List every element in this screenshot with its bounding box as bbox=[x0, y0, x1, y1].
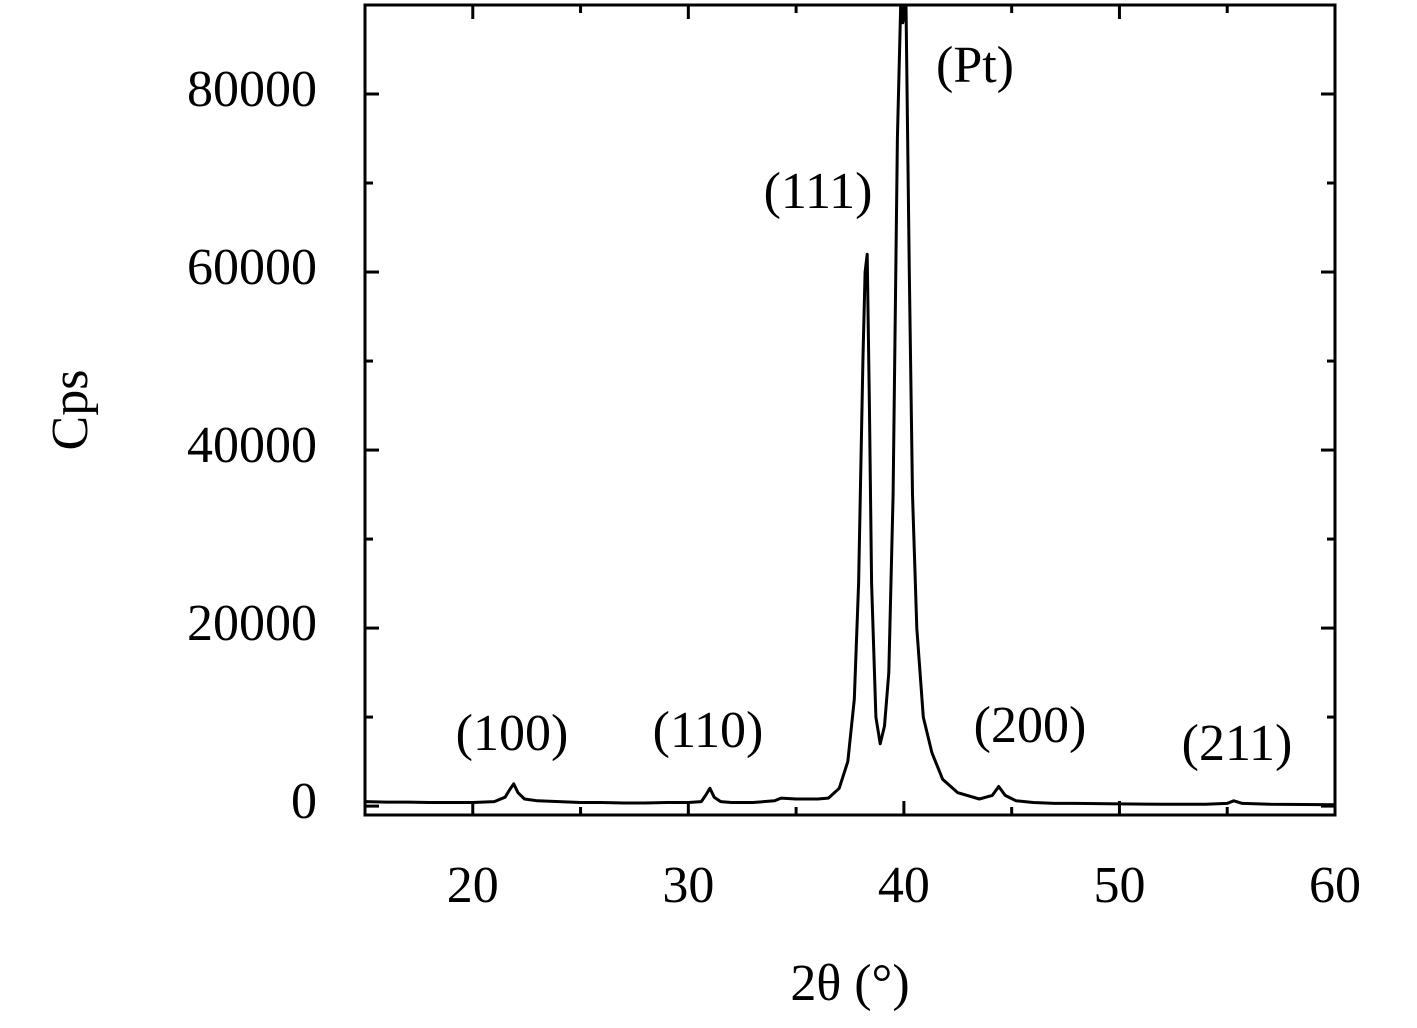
data-line bbox=[364, 3, 1336, 807]
plot-frame bbox=[363, 3, 1337, 817]
x-axis-label: 2θ (°) bbox=[790, 955, 909, 1012]
peak-annotation: (200) bbox=[974, 697, 1087, 754]
peak-annotation: (110) bbox=[653, 702, 764, 759]
x-tick-label: 40 bbox=[878, 857, 930, 914]
peak-annotation: (Pt) bbox=[936, 37, 1014, 94]
y-tick-label: 0 bbox=[291, 773, 317, 830]
x-tick-label: 20 bbox=[447, 857, 499, 914]
peak-annotation: (211) bbox=[1182, 715, 1293, 772]
peak-annotation: (100) bbox=[456, 705, 569, 762]
y-axis-label: Cps bbox=[42, 370, 99, 451]
x-tick-label: 30 bbox=[662, 857, 714, 914]
peak-annotation: (111) bbox=[764, 163, 873, 220]
y-tick-label: 80000 bbox=[187, 61, 317, 118]
x-tick-label: 60 bbox=[1309, 857, 1361, 914]
y-tick-label: 60000 bbox=[187, 239, 317, 296]
y-tick-label: 40000 bbox=[187, 417, 317, 474]
y-tick-label: 20000 bbox=[187, 595, 317, 652]
x-tick-label: 50 bbox=[1093, 857, 1145, 914]
